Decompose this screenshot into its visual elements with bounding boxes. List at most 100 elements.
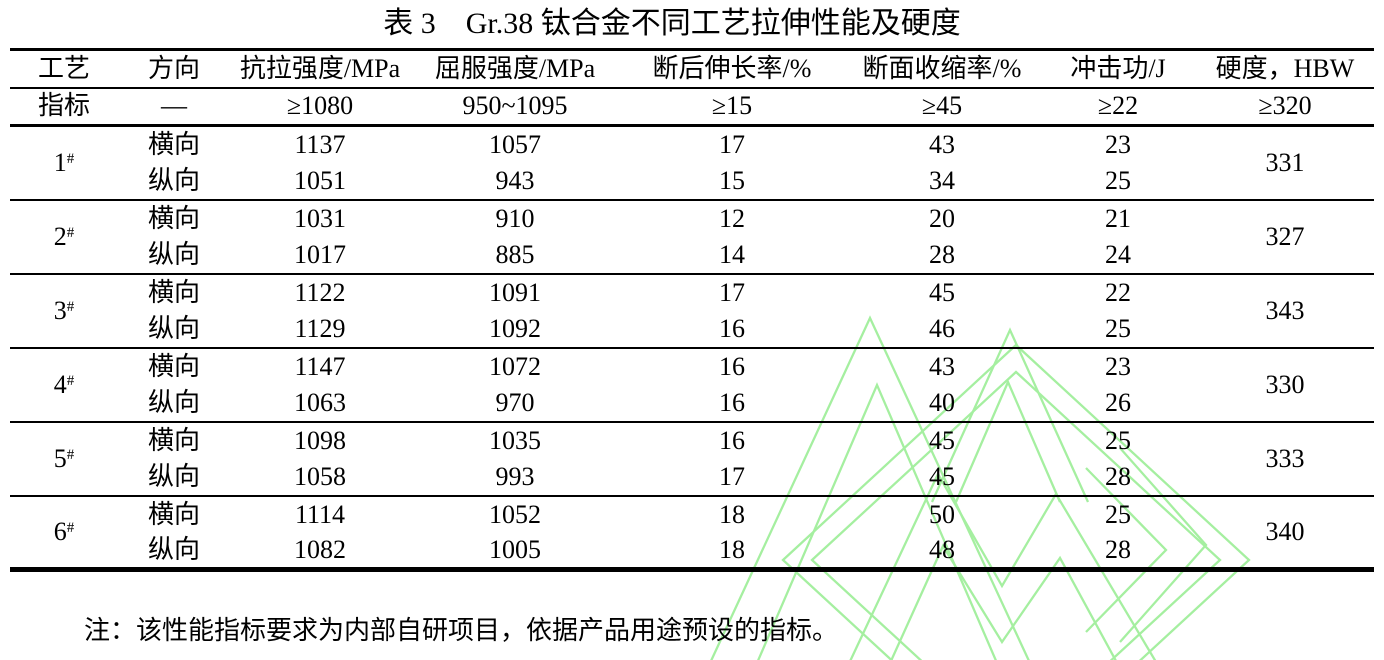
value-cell: 22 (1105, 277, 1131, 307)
direction-cell: 纵向 (147, 239, 200, 269)
value-cell: 18 (719, 534, 745, 564)
process-label: 4# (53, 369, 75, 399)
header-hardness: 硬度，HBW (1215, 53, 1355, 83)
value-cell: 1092 (489, 313, 541, 343)
value-cell: 1122 (294, 277, 346, 307)
value-cell: 17 (719, 461, 745, 491)
table-row: 纵向 1051 943 15 34 25 (10, 163, 1374, 200)
spec-label: 指标 (37, 91, 90, 121)
hardness-value: 327 (1265, 221, 1305, 251)
value-cell: 12 (719, 203, 745, 233)
value-cell: 20 (929, 203, 955, 233)
value-cell: 1005 (489, 534, 541, 564)
header-direction: 方向 (147, 53, 200, 83)
table-title: 表 3 Gr.38 钛合金不同工艺拉伸性能及硬度 (383, 7, 961, 40)
value-cell: 1147 (294, 351, 346, 381)
value-cell: 48 (929, 534, 955, 564)
value-cell: 46 (929, 313, 955, 343)
value-cell: 943 (495, 165, 535, 195)
table-row: 纵向 1129 1092 16 46 25 (10, 311, 1374, 348)
value-cell: 1035 (489, 425, 541, 455)
value-cell: 28 (1105, 461, 1131, 491)
hash-superscript: # (66, 372, 75, 389)
value-cell: 17 (719, 129, 745, 159)
spec-value: ≥22 (1097, 91, 1139, 121)
hardness-value: 331 (1265, 147, 1305, 177)
spec-value: ≥15 (711, 91, 753, 121)
value-cell: 21 (1105, 203, 1131, 233)
value-cell: 1114 (294, 499, 346, 529)
header-yield-strength: 屈服强度/MPa (434, 53, 596, 83)
spec-value: ≥320 (1258, 91, 1312, 121)
table-row: 3# 横向 1122 1091 17 45 22 343 (10, 274, 1374, 325)
spec-value: 950~1095 (462, 91, 568, 121)
spec-dash: — (161, 91, 187, 121)
value-cell: 1129 (294, 313, 346, 343)
value-cell: 17 (719, 277, 745, 307)
value-cell: 16 (719, 387, 745, 417)
direction-cell: 纵向 (147, 165, 200, 195)
table-row: 6# 横向 1114 1052 18 50 25 340 (10, 496, 1374, 546)
value-cell: 1063 (294, 387, 346, 417)
direction-cell: 横向 (147, 425, 200, 455)
spec-value: ≥45 (921, 91, 963, 121)
value-cell: 50 (929, 499, 955, 529)
value-cell: 1072 (489, 351, 541, 381)
spec-row: 指标 — ≥1080 950~1095 ≥15 ≥45 ≥22 ≥320 (10, 88, 1374, 126)
properties-table: 工艺 方向 抗拉强度/MPa 屈服强度/MPa 断后伸长率/% 断面收缩率/% … (10, 48, 1374, 572)
header-reduction-of-area: 断面收缩率/% (862, 53, 1022, 83)
value-cell: 28 (1105, 534, 1131, 564)
process-label: 3# (53, 295, 75, 325)
value-cell: 34 (929, 165, 955, 195)
value-cell: 1057 (489, 129, 541, 159)
process-label: 2# (53, 221, 75, 251)
value-cell: 23 (1105, 351, 1131, 381)
hardness-value: 333 (1265, 443, 1305, 473)
direction-cell: 纵向 (147, 461, 200, 491)
value-cell: 23 (1105, 129, 1131, 159)
value-cell: 16 (719, 313, 745, 343)
header-row: 工艺 方向 抗拉强度/MPa 屈服强度/MPa 断后伸长率/% 断面收缩率/% … (10, 50, 1374, 88)
value-cell: 1058 (294, 461, 346, 491)
direction-cell: 纵向 (147, 387, 200, 417)
table-row: 1# 横向 1137 1057 17 43 23 331 (10, 126, 1374, 177)
header-elongation: 断后伸长率/% (652, 53, 812, 83)
table-row: 2# 横向 1031 910 12 20 21 327 (10, 200, 1374, 251)
table-row: 5# 横向 1098 1035 16 45 25 333 (10, 422, 1374, 473)
value-cell: 26 (1105, 387, 1131, 417)
direction-cell: 横向 (147, 203, 200, 233)
table-row: 4# 横向 1147 1072 16 43 23 330 (10, 348, 1374, 399)
hardness-value: 340 (1265, 516, 1305, 546)
hash-superscript: # (66, 446, 75, 463)
table-row: 纵向 1017 885 14 28 24 (10, 237, 1374, 274)
direction-cell: 横向 (147, 277, 200, 307)
value-cell: 45 (929, 425, 955, 455)
table-row: 纵向 1058 993 17 45 28 (10, 459, 1374, 496)
value-cell: 993 (495, 461, 535, 491)
value-cell: 1091 (489, 277, 541, 307)
value-cell: 45 (929, 461, 955, 491)
value-cell: 16 (719, 351, 745, 381)
process-label: 6# (53, 516, 75, 546)
value-cell: 25 (1105, 313, 1131, 343)
value-cell: 1017 (294, 239, 346, 269)
header-impact-energy: 冲击功/J (1070, 53, 1166, 83)
value-cell: 1031 (294, 203, 346, 233)
hash-superscript: # (66, 519, 75, 536)
footnote: 注：该性能指标要求为内部自研项目，依据产品用途预设的指标。 (84, 616, 839, 645)
direction-cell: 横向 (147, 129, 200, 159)
value-cell: 43 (929, 129, 955, 159)
hash-superscript: # (66, 224, 75, 241)
value-cell: 1137 (294, 129, 346, 159)
value-cell: 1052 (489, 499, 541, 529)
hash-superscript: # (66, 298, 75, 315)
header-tensile-strength: 抗拉强度/MPa (239, 53, 401, 83)
direction-cell: 纵向 (147, 534, 200, 564)
value-cell: 15 (719, 165, 745, 195)
header-process: 工艺 (37, 53, 90, 83)
value-cell: 910 (495, 203, 535, 233)
spec-value: ≥1080 (286, 91, 354, 121)
hash-superscript: # (66, 150, 75, 167)
value-cell: 40 (929, 387, 955, 417)
value-cell: 28 (929, 239, 955, 269)
